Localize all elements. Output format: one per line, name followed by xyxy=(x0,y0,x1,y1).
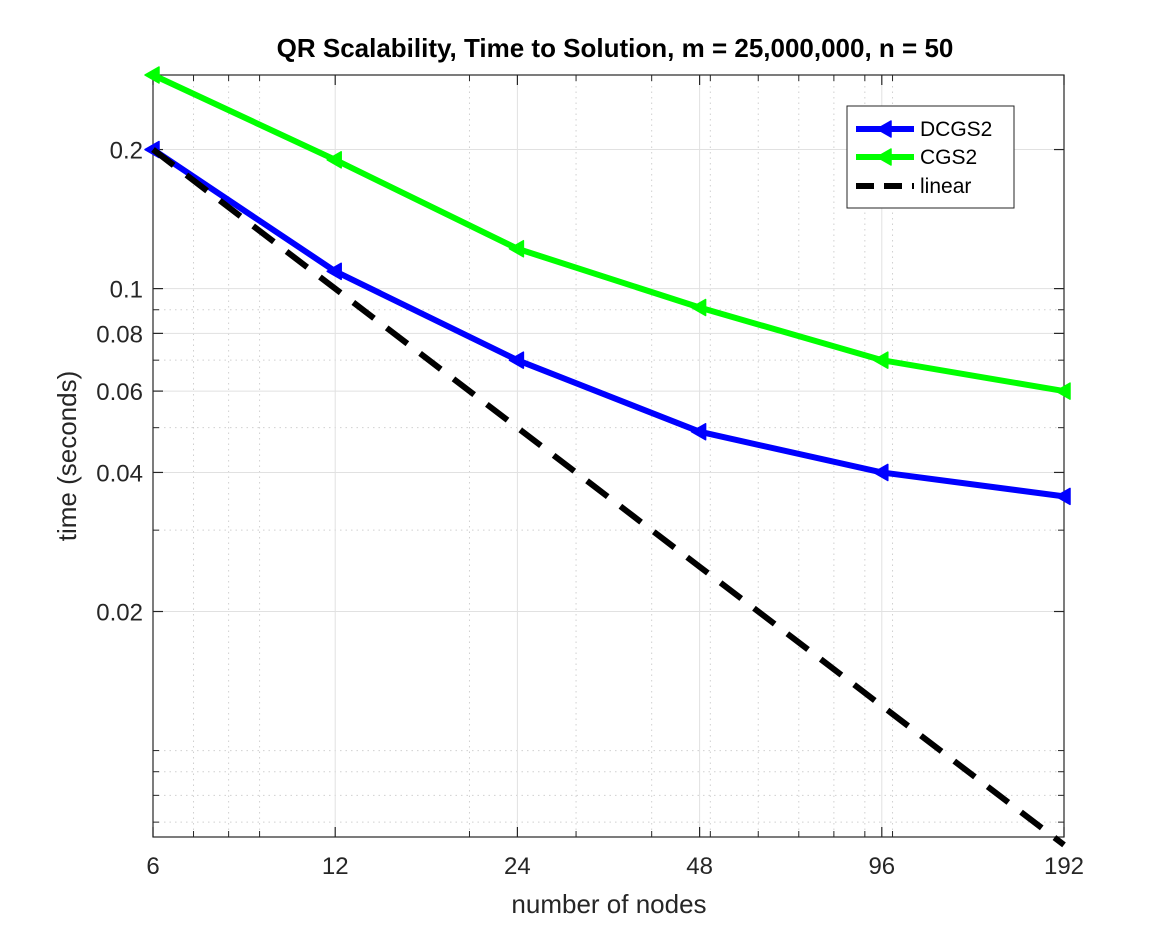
legend-item-cgs2: CGS2 xyxy=(856,146,977,169)
x-tick-labels: 6 12 24 48 96 192 xyxy=(146,853,1084,880)
legend-label: DCGS2 xyxy=(920,118,992,141)
x-tick-label: 48 xyxy=(686,853,713,880)
data-point-dcgs2 xyxy=(1055,487,1071,506)
legend-label: linear xyxy=(920,175,971,198)
data-point-cgs2 xyxy=(873,351,889,369)
data-point-dcgs2 xyxy=(508,351,525,369)
y-axis-label: time (seconds) xyxy=(52,371,82,542)
series-line-dcgs2 xyxy=(151,147,1065,500)
y-tick-label: 0.1 xyxy=(110,277,143,304)
legend-box xyxy=(846,105,1015,209)
x-tick-label: 12 xyxy=(322,853,349,880)
series-linear xyxy=(151,147,1066,848)
data-point-dcgs2 xyxy=(326,262,342,281)
data-point-cgs2 xyxy=(1055,382,1071,400)
series-line-linear xyxy=(151,147,1066,848)
data-point-dcgs2 xyxy=(690,422,707,441)
data-point-cgs2 xyxy=(326,151,342,169)
series-dcgs2 xyxy=(144,140,1071,506)
y-tick-label: 0.04 xyxy=(96,460,143,487)
y-tick-label: 0.06 xyxy=(96,379,143,406)
legend-item-linear: linear xyxy=(856,175,971,198)
series-line-cgs2 xyxy=(151,72,1065,395)
x-tick-label: 24 xyxy=(504,853,531,880)
data-point-dcgs2 xyxy=(873,463,889,482)
legend-marker xyxy=(876,120,892,138)
series-group xyxy=(144,66,1071,848)
data-point-cgs2 xyxy=(690,298,707,317)
y-tick-label: 0.08 xyxy=(96,321,143,348)
y-tick-label: 0.02 xyxy=(96,600,143,627)
y-tick-labels: 0.02 0.04 0.06 0.08 0.1 0.2 xyxy=(96,138,143,627)
plot-frame xyxy=(152,74,1065,838)
chart-title: QR Scalability, Time to Solution, m = 25… xyxy=(277,33,954,63)
x-axis-label: number of nodes xyxy=(511,889,706,919)
legend-item-dcgs2: DCGS2 xyxy=(856,118,992,141)
series-cgs2 xyxy=(144,66,1071,400)
x-tick-label: 6 xyxy=(146,853,159,880)
data-point-cgs2 xyxy=(508,239,525,258)
legend: DCGS2 CGS2 linear xyxy=(846,105,1015,209)
legend-label: CGS2 xyxy=(920,146,977,169)
x-tick-label: 192 xyxy=(1044,853,1084,880)
legend-marker xyxy=(876,148,892,166)
y-tick-label: 0.2 xyxy=(110,138,143,165)
x-tick-label: 96 xyxy=(868,853,895,880)
data-point-cgs2 xyxy=(144,66,160,84)
